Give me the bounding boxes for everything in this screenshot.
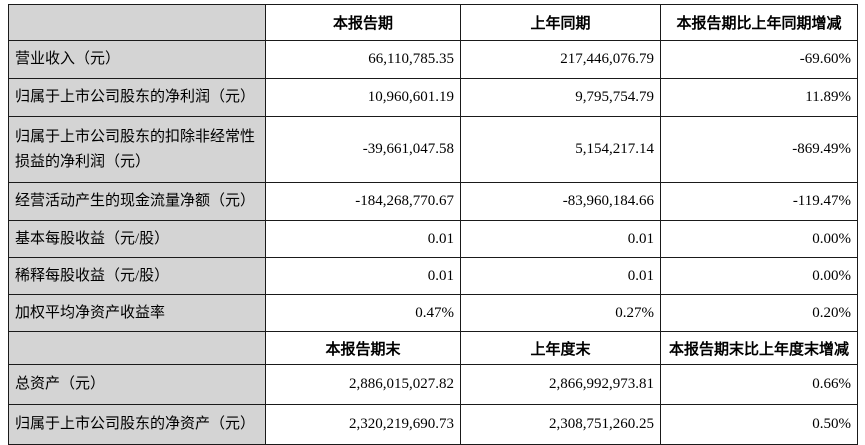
row-label: 归属于上市公司股东的净利润（元）: [8, 78, 266, 117]
row-label: 经营活动产生的现金流量净额（元）: [8, 182, 266, 221]
table-row-net-profit-excl-nonrecurring: 归属于上市公司股东的扣除非经常性损益的净利润（元） -39,661,047.58…: [8, 116, 858, 183]
table-row-revenue: 营业收入（元） 66,110,785.35 217,446,076.79 -69…: [8, 40, 858, 79]
row-label: 营业收入（元）: [8, 40, 266, 79]
table-row-weighted-avg-roe: 加权平均净资产收益率 0.47% 0.27% 0.20%: [8, 294, 858, 332]
header-corner-cell: [8, 4, 266, 41]
value-prior: 9,795,754.79: [460, 78, 661, 117]
value-change: -869.49%: [660, 116, 858, 183]
value-prior: 5,154,217.14: [460, 116, 661, 183]
value-change: -69.60%: [660, 40, 858, 79]
row-label: 归属于上市公司股东的净资产（元）: [8, 404, 266, 445]
row-label: 总资产（元）: [8, 364, 266, 405]
table-row-operating-cash-flow: 经营活动产生的现金流量净额（元） -184,268,770.67 -83,960…: [8, 182, 858, 221]
table-row-net-assets: 归属于上市公司股东的净资产（元） 2,320,219,690.73 2,308,…: [8, 404, 858, 445]
col-header-current-period: 本报告期: [265, 4, 461, 41]
value-prior: 217,446,076.79: [460, 40, 661, 79]
value-prior: 0.27%: [460, 294, 661, 332]
value-current: 66,110,785.35: [265, 40, 461, 79]
value-current: 0.47%: [265, 294, 461, 332]
col-header-period-change: 本报告期比上年同期增减: [660, 4, 858, 41]
col-header-prior-period: 上年同期: [460, 4, 661, 41]
report-page: 本报告期 上年同期 本报告期比上年同期增减 营业收入（元） 66,110,785…: [8, 4, 858, 445]
table-row-net-profit: 归属于上市公司股东的净利润（元） 10,960,601.19 9,795,754…: [8, 78, 858, 117]
row-label: 稀释每股收益（元/股）: [8, 257, 266, 295]
value-change: 0.00%: [660, 257, 858, 295]
value-current: 0.01: [265, 257, 461, 295]
value-change: -119.47%: [660, 182, 858, 221]
key-financials-table: 本报告期 上年同期 本报告期比上年同期增减 营业收入（元） 66,110,785…: [8, 4, 858, 445]
value-change: 0.50%: [660, 404, 858, 445]
table-row-diluted-eps: 稀释每股收益（元/股） 0.01 0.01 0.00%: [8, 257, 858, 295]
col-header-period-end-change: 本报告期末比上年度末增减: [660, 331, 858, 365]
period-end-header-row: 本报告期末 上年度末 本报告期末比上年度末增减: [8, 331, 858, 365]
value-prior: 0.01: [460, 257, 661, 295]
value-current: 2,320,219,690.73: [265, 404, 461, 445]
value-current: 0.01: [265, 220, 461, 258]
value-change: 0.00%: [660, 220, 858, 258]
value-change: 11.89%: [660, 78, 858, 117]
value-prior: 0.01: [460, 220, 661, 258]
value-current: -39,661,047.58: [265, 116, 461, 183]
value-prior: 2,866,992,973.81: [460, 364, 661, 405]
value-prior: 2,308,751,260.25: [460, 404, 661, 445]
col-header-current-period-end: 本报告期末: [265, 331, 461, 365]
table-row-basic-eps: 基本每股收益（元/股） 0.01 0.01 0.00%: [8, 220, 858, 258]
value-current: 2,886,015,027.82: [265, 364, 461, 405]
row-label: 归属于上市公司股东的扣除非经常性损益的净利润（元）: [8, 116, 266, 183]
header-corner-cell: [8, 331, 266, 365]
value-change: 0.20%: [660, 294, 858, 332]
table-row-total-assets: 总资产（元） 2,886,015,027.82 2,866,992,973.81…: [8, 364, 858, 405]
period-header-row: 本报告期 上年同期 本报告期比上年同期增减: [8, 4, 858, 41]
value-change: 0.66%: [660, 364, 858, 405]
value-current: -184,268,770.67: [265, 182, 461, 221]
value-current: 10,960,601.19: [265, 78, 461, 117]
col-header-prior-year-end: 上年度末: [460, 331, 661, 365]
row-label: 加权平均净资产收益率: [8, 294, 266, 332]
row-label: 基本每股收益（元/股）: [8, 220, 266, 258]
value-prior: -83,960,184.66: [460, 182, 661, 221]
